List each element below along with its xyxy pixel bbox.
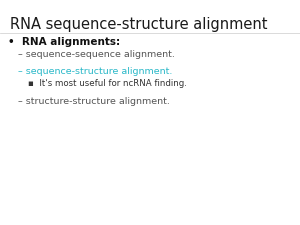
Text: ▪  It's most useful for ncRNA finding.: ▪ It's most useful for ncRNA finding. [28,79,187,88]
Text: RNA sequence-structure alignment: RNA sequence-structure alignment [10,17,268,32]
Text: – sequence-structure alignment.: – sequence-structure alignment. [18,67,172,76]
Text: – structure-structure alignment.: – structure-structure alignment. [18,97,170,106]
Text: – sequence-sequence alignment.: – sequence-sequence alignment. [18,50,175,59]
Text: •  RNA alignments:: • RNA alignments: [8,37,120,47]
